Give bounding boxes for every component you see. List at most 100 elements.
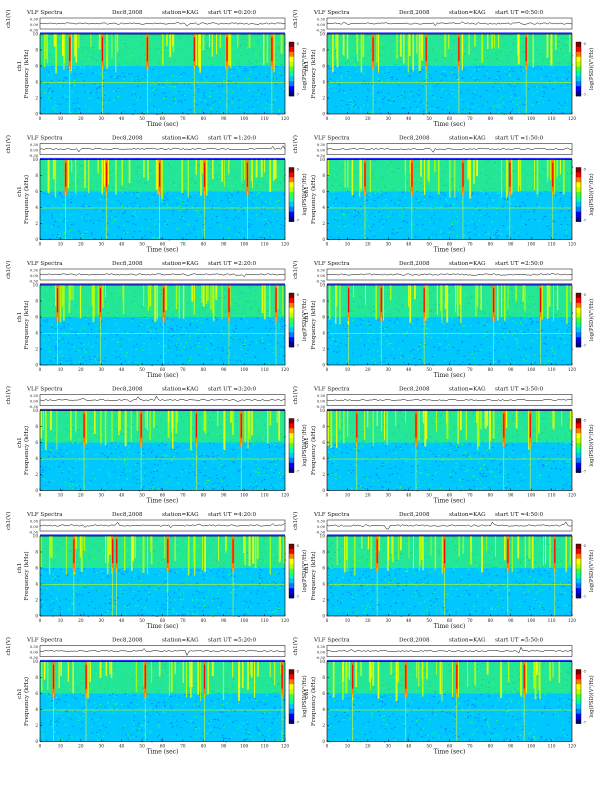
noise-cell [532, 341, 533, 342]
noise-cell [62, 196, 63, 197]
noise-cell [228, 84, 229, 85]
noise-cell [376, 215, 377, 216]
noise-cell [118, 329, 119, 330]
noise-cell [374, 341, 375, 342]
noise-cell [530, 319, 531, 320]
noise-cell [332, 91, 333, 92]
burst-tail [272, 66, 273, 114]
y-tick-label: 8 [322, 173, 325, 178]
noise-cell [498, 360, 499, 361]
noise-cell [472, 194, 473, 195]
noise-cell [268, 344, 269, 345]
noise-cell [524, 104, 525, 105]
burst-tail [540, 317, 541, 365]
noise-cell [367, 200, 368, 201]
noise-cell [374, 362, 375, 363]
noise-cell [493, 87, 494, 88]
noise-cell [526, 345, 527, 346]
noise-cell [102, 225, 103, 226]
noise-cell [534, 86, 535, 87]
x-tick-label: 70 [467, 116, 473, 121]
noise-cell [449, 361, 450, 362]
noise-cell [341, 343, 342, 344]
noise-cell [209, 96, 210, 97]
noise-cell [546, 226, 547, 227]
noise-cell [509, 69, 510, 70]
noise-cell [239, 349, 240, 350]
x-tick-label: 0 [39, 367, 42, 372]
noise-cell [199, 216, 200, 217]
noise-cell [533, 73, 534, 74]
noise-cell [564, 217, 565, 218]
noise-cell [563, 74, 564, 75]
noise-cell [190, 197, 191, 198]
noise-cell [100, 74, 101, 75]
y-tick-label: 10 [320, 32, 326, 37]
noise-cell [78, 112, 79, 113]
noise-cell [498, 113, 499, 114]
noise-cell [133, 346, 134, 347]
noise-cell [228, 194, 229, 195]
sferic [555, 34, 557, 50]
noise-cell [139, 231, 140, 232]
noise-cell [471, 74, 472, 75]
colorbar-cell [289, 303, 294, 308]
noise-cell [121, 345, 122, 346]
noise-cell [111, 218, 112, 219]
noise-cell [255, 66, 256, 67]
noise-cell [72, 224, 73, 225]
colorbar-cell [289, 313, 294, 318]
noise-cell [241, 97, 242, 98]
noise-cell [494, 361, 495, 362]
noise-cell [399, 214, 400, 215]
colorbar-tick-label: -7 [296, 344, 300, 348]
noise-cell [332, 192, 333, 193]
noise-cell [283, 337, 284, 338]
noise-cell [421, 363, 422, 364]
noise-cell [497, 91, 498, 92]
noise-cell [367, 215, 368, 216]
noise-cell [353, 106, 354, 107]
noise-cell [339, 66, 340, 67]
noise-cell [392, 326, 393, 327]
noise-cell [157, 360, 158, 361]
noise-cell [189, 90, 190, 91]
noise-cell [187, 359, 188, 360]
noise-cell [445, 341, 446, 342]
noise-cell [499, 362, 500, 363]
noise-cell [534, 210, 535, 211]
noise-cell [165, 96, 166, 97]
noise-cell [568, 327, 569, 328]
noise-cell [280, 329, 281, 330]
noise-cell [46, 322, 47, 323]
noise-cell [516, 330, 517, 331]
noise-cell [244, 70, 245, 71]
x-tick-label: 0 [326, 367, 329, 372]
noise-cell [114, 70, 115, 71]
noise-cell [44, 229, 45, 230]
noise-cell [474, 346, 475, 347]
noise-cell [434, 228, 435, 229]
sferic [438, 160, 440, 195]
noise-cell [408, 358, 409, 359]
noise-cell [270, 321, 271, 322]
colorbar-tick-label: -5 [583, 168, 587, 172]
noise-cell [499, 324, 500, 325]
colorbar-cell [289, 212, 294, 217]
strong-burst-core [228, 288, 229, 312]
noise-cell [468, 357, 469, 358]
noise-cell [201, 322, 202, 323]
noise-cell [180, 327, 181, 328]
noise-cell [449, 228, 450, 229]
noise-cell [51, 80, 52, 81]
noise-cell [423, 103, 424, 104]
noise-cell [532, 321, 533, 322]
noise-cell [352, 352, 353, 353]
noise-cell [230, 76, 231, 77]
noise-cell [418, 200, 419, 201]
sferic [534, 160, 535, 190]
noise-cell [101, 362, 102, 363]
strong-burst-core [458, 37, 459, 61]
noise-cell [104, 70, 105, 71]
noise-cell [67, 200, 68, 201]
